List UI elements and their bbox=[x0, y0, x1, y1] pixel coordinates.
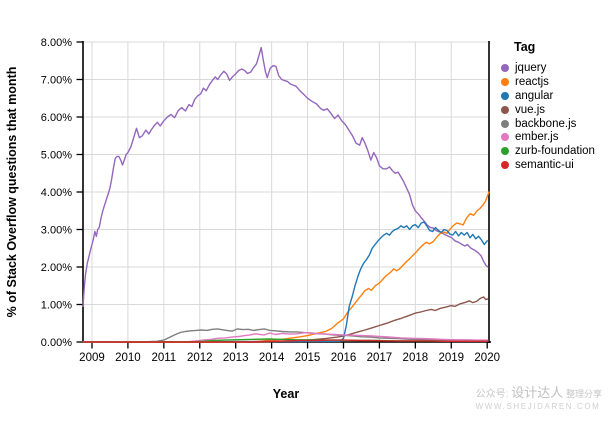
x-tick-label-2013: 2013 bbox=[223, 352, 249, 364]
y-tick-label-8: 8.00% bbox=[41, 37, 72, 49]
legend-items: jquery reactjs angular vue.js backbone.js emb… bbox=[498, 61, 595, 172]
legend-label: backbone.js bbox=[515, 117, 577, 130]
legend-label: vue.js bbox=[515, 103, 546, 116]
x-tick-label-2019: 2019 bbox=[438, 352, 464, 364]
legend: Tag jquery reactjs angular vue.js backbone.j… bbox=[498, 40, 595, 172]
legend-swatch-icon bbox=[501, 77, 509, 86]
x-tick-label-2011: 2011 bbox=[151, 352, 176, 364]
x-tick-label-2020: 2020 bbox=[474, 352, 500, 364]
legend-swatch-icon bbox=[501, 161, 509, 170]
y-tick-label-5: 5.00% bbox=[41, 150, 72, 162]
legend-item-vue-js: vue.js bbox=[498, 103, 595, 117]
y-tick-label-2: 2.00% bbox=[41, 262, 72, 274]
legend-label: reactjs bbox=[515, 75, 549, 88]
legend-item-semantic-ui: semantic-ui bbox=[498, 158, 595, 172]
x-tick-label-2018: 2018 bbox=[403, 352, 429, 364]
y-tick-label-3: 3.00% bbox=[41, 225, 72, 237]
x-tick-label-2015: 2015 bbox=[295, 352, 321, 364]
legend-swatch-icon bbox=[501, 119, 509, 128]
legend-label: ember.js bbox=[515, 131, 559, 144]
legend-swatch-icon bbox=[501, 105, 509, 114]
x-axis-title: Year bbox=[273, 387, 300, 401]
y-tick-label-1: 1.00% bbox=[41, 300, 72, 312]
y-tick-label-4: 4.00% bbox=[41, 187, 72, 199]
watermark-url: WWW.SHEJIDAREN.COM bbox=[475, 401, 601, 411]
y-tick-label-6: 6.00% bbox=[41, 112, 72, 124]
legend-label: angular bbox=[515, 89, 554, 102]
series-line-backbone-js bbox=[82, 328, 489, 343]
x-tick-label-2017: 2017 bbox=[367, 352, 393, 364]
legend-title: Tag bbox=[514, 40, 536, 54]
legend-item-ember-js: ember.js bbox=[498, 130, 595, 144]
watermark: 公众号: 设计达人 整理分享 WWW.SHEJIDAREN.COM bbox=[475, 385, 602, 411]
watermark-text: 公众号: 设计达人 整理分享 bbox=[475, 385, 602, 401]
series-line-vue-js bbox=[82, 296, 489, 343]
series-line-ember-js bbox=[82, 331, 489, 343]
watermark-brand: 设计达人 bbox=[511, 385, 564, 400]
legend-label: zurb-foundation bbox=[515, 145, 595, 158]
x-tick-label-2016: 2016 bbox=[331, 352, 357, 364]
y-tick-label-7: 7.00% bbox=[41, 75, 72, 87]
legend-item-angular: angular bbox=[498, 89, 595, 103]
legend-item-zurb-foundation: zurb-foundation bbox=[498, 144, 595, 158]
legend-item-reactjs: reactjs bbox=[498, 75, 595, 89]
series-line-jquery bbox=[82, 46, 489, 308]
y-tick-label-0: 0.00% bbox=[41, 337, 72, 349]
x-tick-label-2009: 2009 bbox=[79, 352, 105, 364]
watermark-suffix: 整理分享 bbox=[565, 389, 602, 399]
legend-swatch-icon bbox=[501, 91, 509, 100]
legend-swatch-icon bbox=[501, 133, 509, 142]
x-tick-label-2012: 2012 bbox=[187, 352, 213, 364]
y-axis-title: % of Stack Overflow questions that month bbox=[5, 67, 19, 318]
legend-item-jquery: jquery bbox=[498, 61, 595, 75]
legend-item-backbone-js: backbone.js bbox=[498, 117, 595, 131]
series-line-semantic-ui bbox=[82, 339, 489, 343]
legend-swatch-icon bbox=[501, 147, 509, 156]
legend-label: jquery bbox=[515, 61, 547, 74]
series-line-angular bbox=[82, 221, 488, 343]
legend-swatch-icon bbox=[501, 63, 509, 72]
x-tick-label-2014: 2014 bbox=[259, 352, 285, 364]
watermark-prefix: 公众号: bbox=[475, 389, 509, 400]
x-tick-label-2010: 2010 bbox=[115, 352, 141, 364]
legend-label: semantic-ui bbox=[515, 159, 574, 172]
